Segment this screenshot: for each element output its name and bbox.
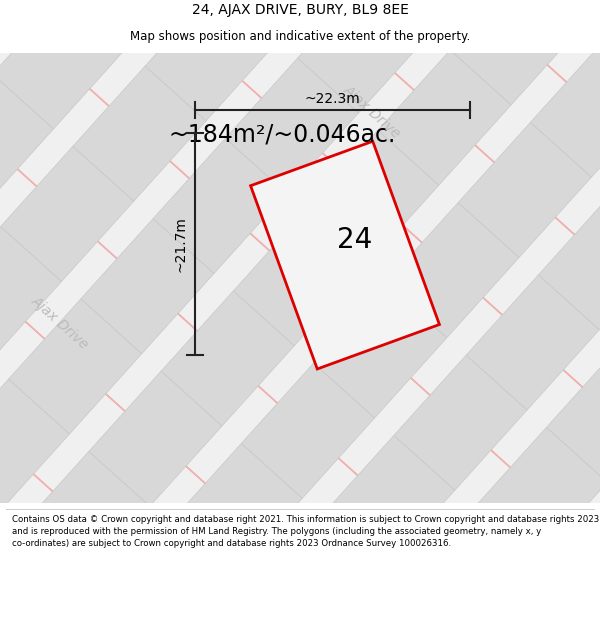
Polygon shape: [0, 379, 70, 514]
Polygon shape: [177, 596, 310, 625]
Polygon shape: [378, 50, 511, 185]
Text: ~184m²/~0.046ac.: ~184m²/~0.046ac.: [169, 122, 395, 146]
Polygon shape: [482, 580, 600, 625]
Polygon shape: [530, 42, 600, 177]
Polygon shape: [250, 516, 383, 625]
Polygon shape: [1, 146, 134, 281]
Text: Map shows position and indicative extent of the property.: Map shows position and indicative extent…: [130, 30, 470, 43]
Polygon shape: [0, 74, 53, 209]
Text: ~22.3m: ~22.3m: [305, 92, 361, 106]
Polygon shape: [305, 130, 439, 266]
Text: Ajax Drive: Ajax Drive: [341, 82, 403, 141]
Text: ~21.7m: ~21.7m: [174, 216, 188, 272]
Polygon shape: [169, 443, 302, 579]
Polygon shape: [0, 226, 62, 362]
Polygon shape: [145, 0, 278, 121]
Polygon shape: [0, 0, 46, 57]
Polygon shape: [474, 428, 600, 562]
Polygon shape: [89, 371, 222, 506]
Polygon shape: [458, 122, 592, 258]
Polygon shape: [547, 347, 600, 482]
Polygon shape: [538, 194, 600, 330]
Text: 24: 24: [337, 226, 373, 254]
Polygon shape: [0, 612, 5, 625]
Polygon shape: [466, 275, 599, 410]
Polygon shape: [386, 202, 519, 338]
Polygon shape: [217, 0, 350, 41]
Polygon shape: [17, 451, 150, 586]
Polygon shape: [523, 0, 600, 24]
Polygon shape: [314, 283, 447, 418]
Polygon shape: [394, 355, 527, 490]
Polygon shape: [153, 138, 286, 273]
Polygon shape: [241, 363, 374, 498]
Polygon shape: [0, 532, 77, 625]
Polygon shape: [25, 604, 158, 625]
Text: 24, AJAX DRIVE, BURY, BL9 8EE: 24, AJAX DRIVE, BURY, BL9 8EE: [191, 3, 409, 18]
Polygon shape: [251, 141, 439, 369]
Polygon shape: [329, 588, 463, 625]
Polygon shape: [81, 219, 214, 354]
Polygon shape: [97, 524, 230, 625]
Polygon shape: [226, 58, 359, 193]
Text: Ajax Drive: Ajax Drive: [29, 294, 91, 352]
Text: Contains OS data © Crown copyright and database right 2021. This information is : Contains OS data © Crown copyright and d…: [12, 515, 599, 548]
Polygon shape: [161, 291, 295, 426]
Polygon shape: [73, 66, 206, 201]
Polygon shape: [402, 508, 535, 625]
Polygon shape: [554, 499, 600, 625]
Polygon shape: [8, 299, 142, 434]
Polygon shape: [298, 0, 431, 113]
Polygon shape: [65, 0, 198, 49]
Polygon shape: [322, 436, 455, 571]
Polygon shape: [0, 0, 126, 129]
Polygon shape: [370, 0, 503, 32]
Polygon shape: [233, 211, 367, 346]
Polygon shape: [450, 0, 583, 105]
